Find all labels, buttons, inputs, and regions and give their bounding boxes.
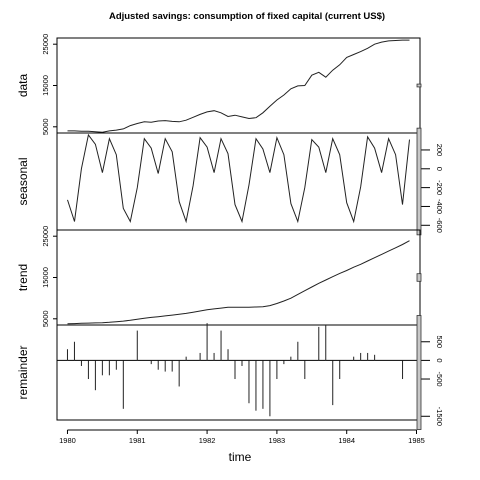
panel-frame bbox=[56, 324, 421, 421]
y-tick-label: 5000 bbox=[41, 310, 50, 327]
scale-range-bar bbox=[416, 83, 422, 88]
y-tick-label: 15000 bbox=[41, 267, 50, 288]
y-axis-label: data bbox=[16, 73, 30, 97]
panel-frame bbox=[56, 229, 421, 326]
y-axis-label: remainder bbox=[16, 345, 30, 399]
y-tick-label: -500 bbox=[435, 372, 444, 387]
scale-range-bar bbox=[416, 273, 422, 282]
y-tick-label: -600 bbox=[435, 218, 444, 233]
y-tick-label: 25000 bbox=[41, 34, 50, 55]
x-tick-label: 1981 bbox=[129, 436, 146, 445]
chart-title: Adjusted savings: consumption of fixed c… bbox=[109, 11, 385, 22]
y-tick-label: 500 bbox=[435, 336, 444, 349]
x-tick-label: 1980 bbox=[59, 436, 76, 445]
x-tick-label: 1982 bbox=[199, 436, 216, 445]
y-tick-label: 0 bbox=[435, 167, 444, 171]
panel-seasonal: seasonal 200 0 -200 -400 -600 bbox=[16, 127, 444, 236]
panel-data: data 5000 15000 25000 bbox=[16, 34, 422, 135]
panels-layer: data50001500025000seasonal2000-200-400-6… bbox=[16, 34, 444, 430]
seasonal-series-line bbox=[67, 133, 410, 224]
y-tick-label: -400 bbox=[435, 199, 444, 214]
x-axis-label: time bbox=[229, 450, 252, 464]
panel-frame bbox=[56, 132, 421, 231]
y-axis-label: trend bbox=[16, 264, 30, 291]
panel-remainder: remainder 500 0 -500 -1500 bbox=[16, 315, 444, 430]
y-tick-label: 25000 bbox=[41, 226, 50, 247]
y-tick-label: 15000 bbox=[41, 75, 50, 96]
scale-range-bar bbox=[416, 315, 422, 430]
x-axis: 1980 1981 1982 1983 1984 1985 bbox=[59, 429, 425, 445]
y-tick-label: 5000 bbox=[41, 118, 50, 135]
scale-range-bar bbox=[416, 127, 422, 236]
x-tick-label: 1985 bbox=[408, 436, 425, 445]
y-tick-label: -200 bbox=[435, 180, 444, 195]
data-series-line bbox=[67, 39, 410, 133]
x-tick-label: 1984 bbox=[338, 436, 355, 445]
y-tick-label: 0 bbox=[435, 358, 444, 362]
y-tick-label: 200 bbox=[435, 144, 444, 157]
trend-series-line bbox=[67, 240, 410, 325]
panel-trend: trend 5000 15000 25000 bbox=[16, 226, 422, 327]
x-tick-label: 1983 bbox=[269, 436, 286, 445]
panel-frame bbox=[56, 37, 421, 134]
y-axis-label: seasonal bbox=[16, 157, 30, 205]
y-tick-label: -1500 bbox=[435, 407, 444, 426]
